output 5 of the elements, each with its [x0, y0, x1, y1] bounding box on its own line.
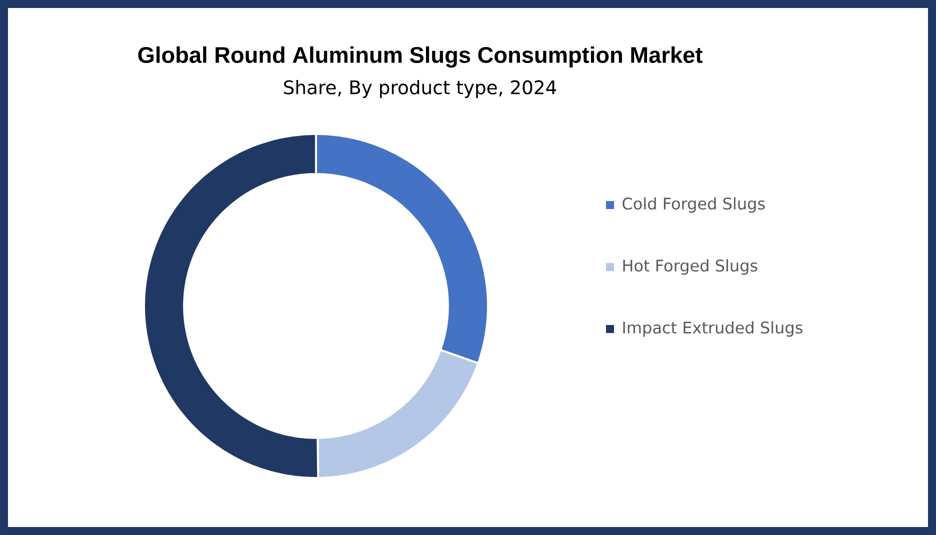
legend-label: Cold Forged Slugs: [622, 197, 765, 213]
legend-label: Hot Forged Slugs: [623, 259, 758, 275]
chart-subtitle: Share, By product type, 2024: [284, 80, 556, 98]
legend-label: Impact Extruded Slugs: [623, 321, 802, 337]
chart-title: Global Round Aluminum Slugs Consumption Market: [138, 46, 702, 68]
